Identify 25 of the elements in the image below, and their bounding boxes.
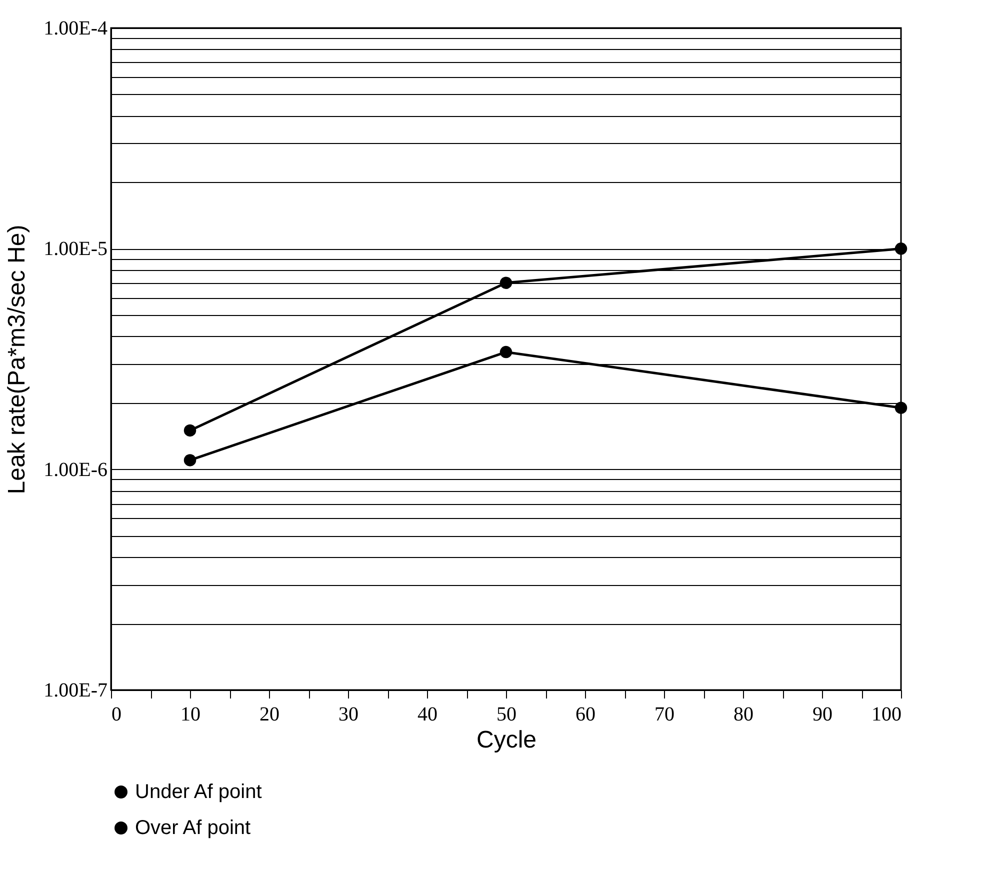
x-tick-label: 60	[576, 704, 596, 726]
y-tick-label: 1.00E-4	[44, 18, 108, 40]
x-tick-label: 80	[734, 704, 754, 726]
x-tick-label: 40	[418, 704, 438, 726]
x-tick-label: 10	[180, 704, 200, 726]
legend-label: Under Af point	[135, 781, 262, 803]
point	[894, 402, 908, 414]
y-tick-label: 1.00E-5	[44, 238, 108, 260]
legend-label: Over Af point	[135, 817, 252, 839]
x-axis-title: Cycle	[476, 726, 537, 754]
x-tick-label: 20	[260, 704, 280, 726]
point	[500, 276, 512, 289]
point	[184, 454, 196, 466]
x-tick-label: 100	[872, 704, 902, 726]
x-tick-label: 50	[496, 704, 516, 726]
x-tick-label: 30	[338, 704, 358, 726]
point	[500, 346, 512, 358]
y-tick-label: 1.00E-6	[44, 458, 108, 481]
point	[184, 424, 196, 437]
x-tick-label: 0	[112, 704, 122, 726]
y-axis-title: Leak rate(Pa*m3/sec He)	[4, 224, 31, 494]
x-tick-label: 90	[812, 704, 832, 726]
point	[894, 242, 908, 255]
x-tick-label: 70	[654, 704, 674, 726]
y-tick-label: 1.00E-7	[44, 680, 108, 702]
